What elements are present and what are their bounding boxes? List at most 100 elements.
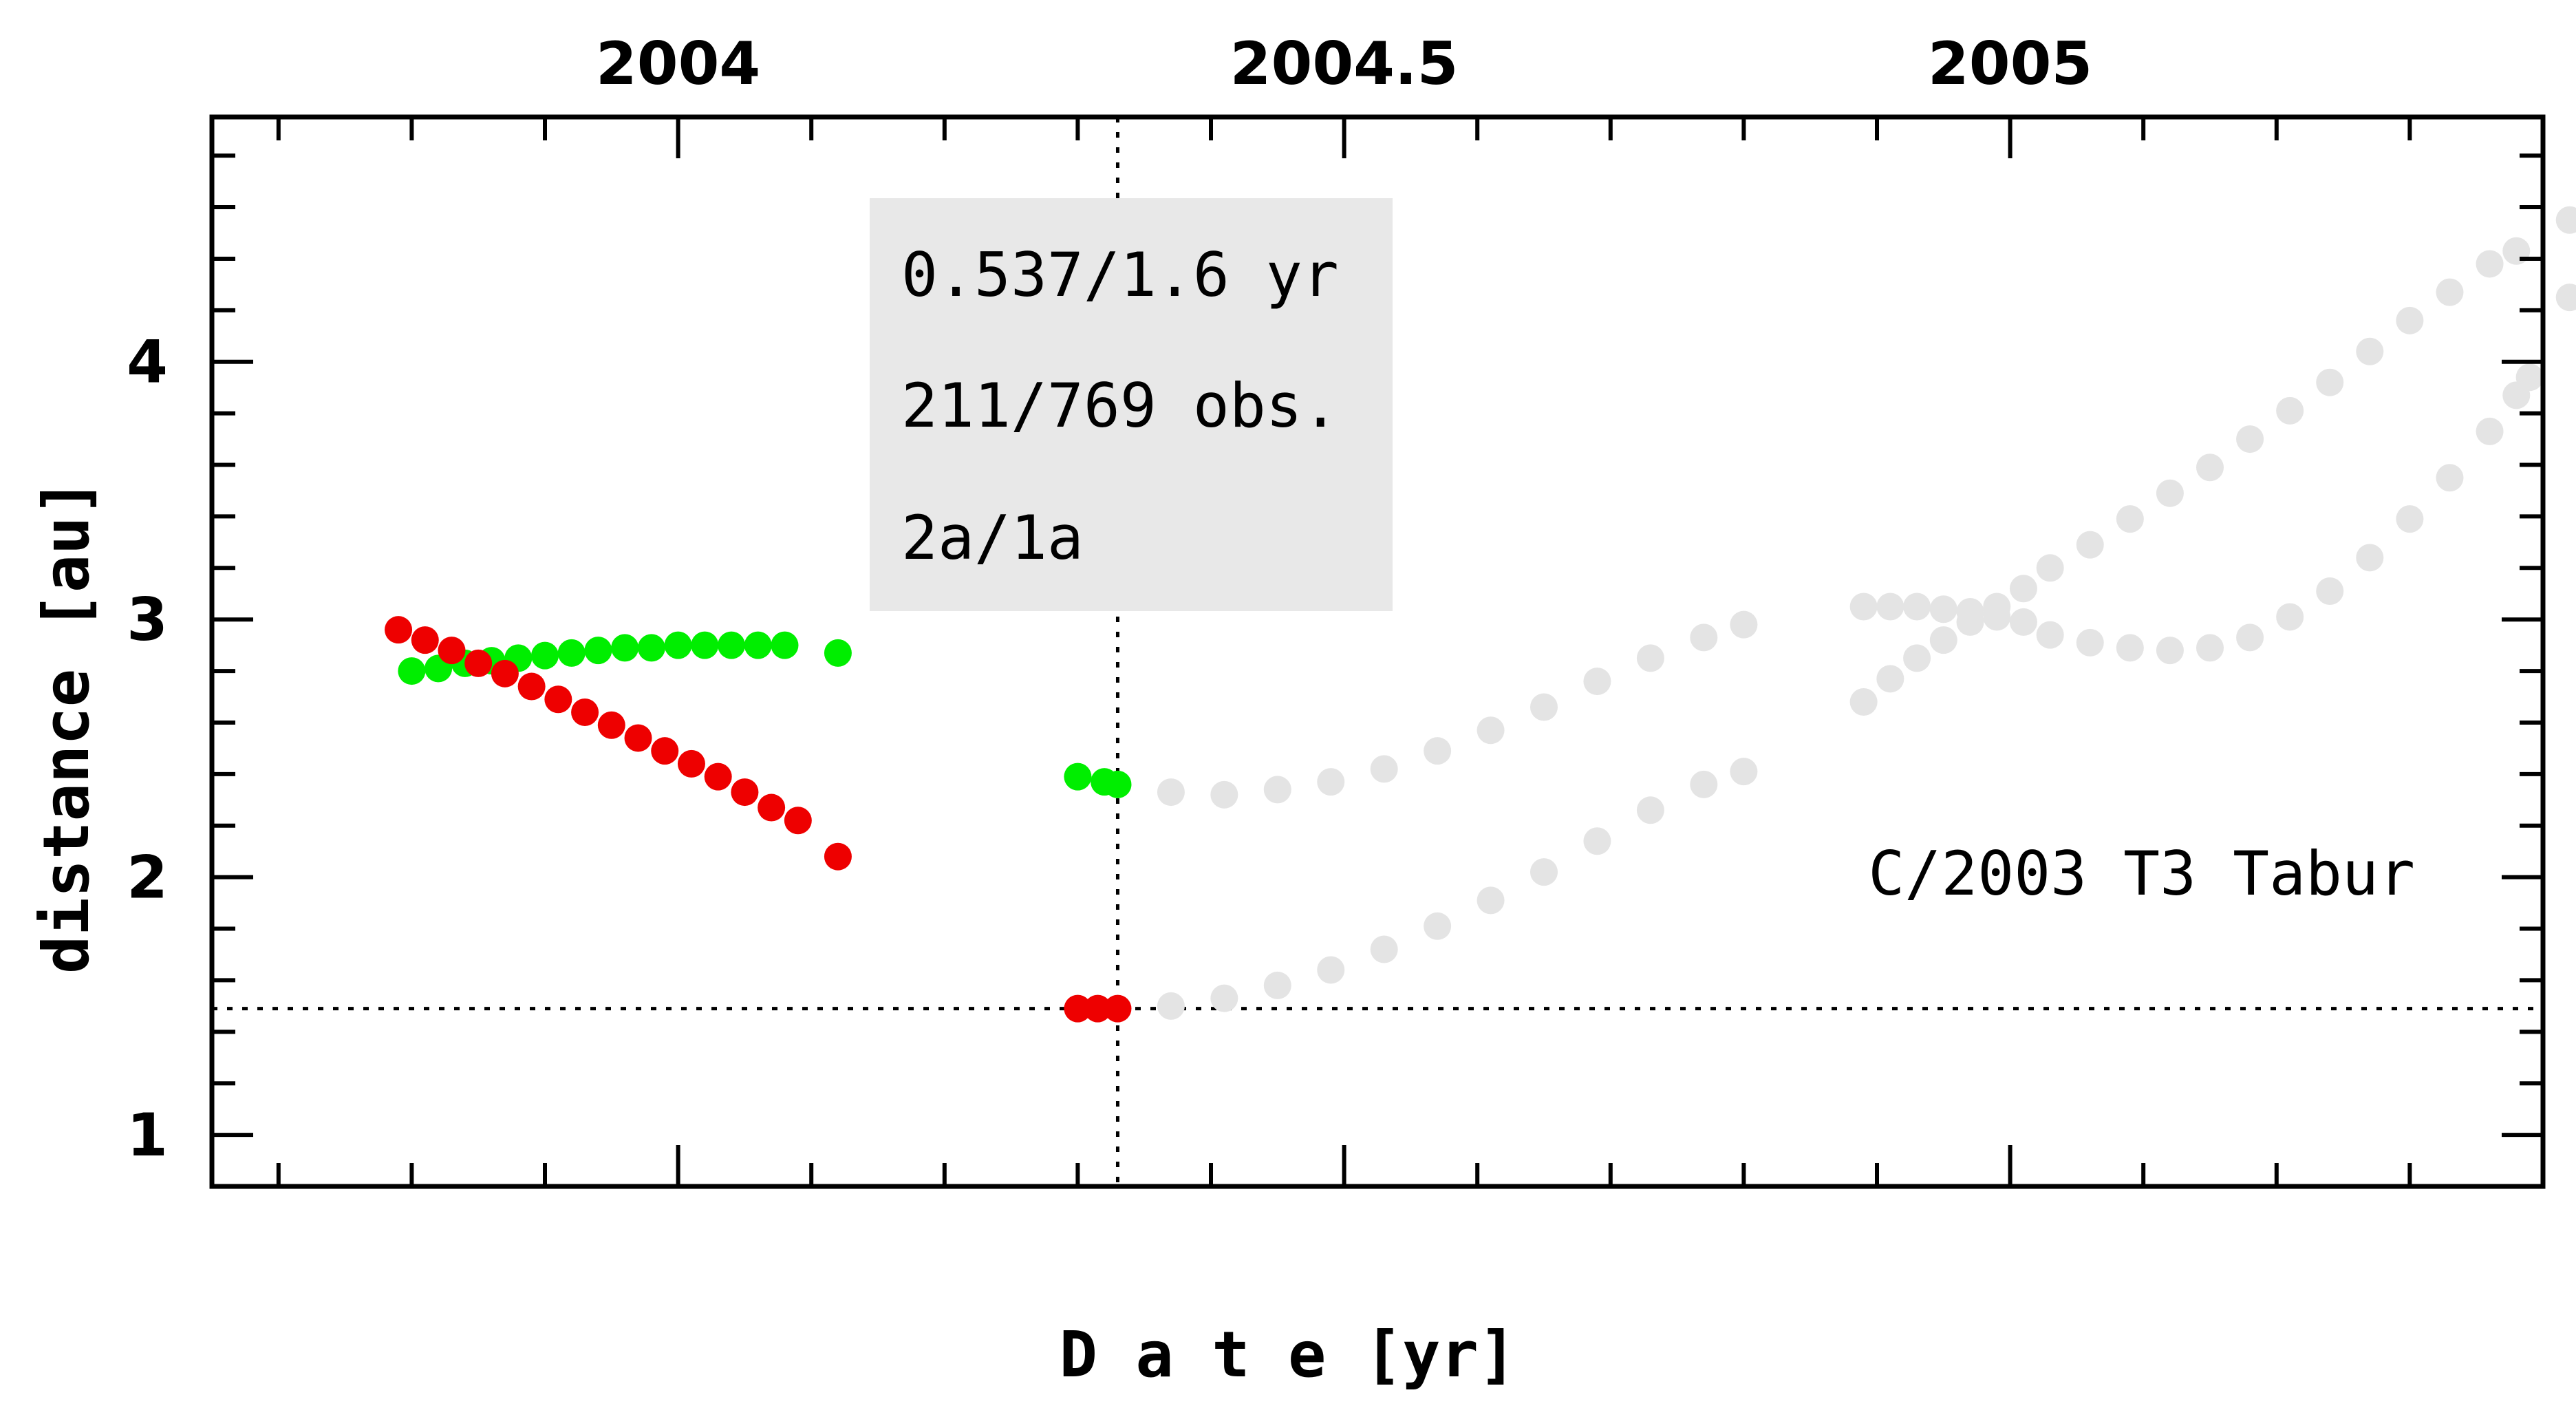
series-1-point-12 [704, 762, 732, 791]
series-2-point-37 [2009, 575, 2037, 603]
series-2-point-42 [2196, 454, 2224, 482]
series-2-point-26 [1903, 593, 1931, 621]
series-2-point-34 [1929, 626, 1957, 654]
series-1-point-10 [651, 737, 679, 765]
axis-ticks [212, 117, 2545, 1186]
series-1-point-13 [731, 778, 759, 807]
series-2-point-1 [1210, 780, 1238, 809]
series-2-point-56 [2236, 623, 2264, 652]
series-2-point-32 [1876, 665, 1904, 693]
series-2-point-60 [2396, 505, 2424, 533]
series-2-point-5 [1424, 737, 1452, 765]
series-2-point-62 [2476, 417, 2504, 445]
annotation-line-1: 0.537/1.6 yr [901, 239, 1339, 310]
series-0-point-15 [824, 639, 852, 667]
series-2-point-21 [1636, 796, 1664, 824]
plot-area: 0.537/1.6 yr 211/769 obs. 2a/1a C/2003 T… [209, 114, 2576, 1189]
series-2-point-49 [2476, 250, 2504, 278]
series-2-point-4 [1370, 755, 1398, 783]
series-2-point-7 [1530, 693, 1558, 721]
series-0-point-10 [664, 631, 692, 659]
series-1-point-1 [411, 626, 439, 654]
y-tick-label-3: 4 [127, 328, 168, 397]
series-2-point-55 [2196, 634, 2224, 662]
series-2-point-38 [2036, 554, 2064, 582]
series-2-point-47 [2396, 306, 2424, 334]
series-2-point-14 [1263, 971, 1291, 999]
series-1-point-17 [1064, 994, 1092, 1023]
series-2-point-58 [2316, 577, 2344, 606]
series-2-point-53 [2116, 634, 2144, 662]
series-1-point-6 [544, 685, 572, 714]
series-2-point-13 [1210, 984, 1238, 1012]
series-0-point-8 [611, 634, 639, 662]
series-1-point-9 [624, 724, 652, 752]
tick-labels: 2004 2004.5 2005 1 2 3 4 [127, 30, 2092, 1170]
series-0-point-18 [1104, 770, 1132, 798]
series-0-point-12 [718, 631, 746, 659]
series-1-point-14 [758, 793, 786, 822]
annotation-line-3: 2a/1a [901, 502, 1084, 573]
series-2-point-23 [1730, 758, 1758, 786]
series-1-point-19 [1104, 994, 1132, 1023]
x-tick-label-2: 2005 [1928, 30, 2092, 98]
series-2-point-19 [1530, 858, 1558, 886]
series-2-point-64 [2515, 363, 2544, 392]
series-2-point-36 [1983, 593, 2011, 621]
series-1-point-8 [597, 711, 625, 739]
series-2-point-16 [1370, 935, 1398, 963]
series-2-point-35 [1956, 608, 1984, 636]
series-1-point-15 [784, 807, 812, 835]
series-2-point-12 [1157, 992, 1185, 1020]
series-2-point-15 [1317, 956, 1345, 984]
series-0-point-14 [771, 631, 799, 659]
series-2-point-54 [2156, 637, 2184, 665]
series-1-point-4 [491, 659, 519, 687]
series-2-point-61 [2436, 464, 2464, 492]
y-tick-label-0: 1 [127, 1101, 168, 1170]
series-2-point-52 [2076, 628, 2104, 657]
series-2-point-3 [1317, 768, 1345, 796]
series-0-point-7 [584, 637, 612, 665]
series-2-point-45 [2316, 368, 2344, 396]
series-2-point-9 [1636, 644, 1664, 672]
series-2-point-40 [2116, 505, 2144, 533]
x-tick-label-1: 2004.5 [1230, 30, 1459, 98]
series-1-point-5 [517, 672, 546, 701]
series-1-point-2 [438, 637, 466, 665]
series-1-point-7 [571, 698, 599, 726]
series-2-point-39 [2076, 531, 2104, 559]
series-2-point-41 [2156, 479, 2184, 507]
series-2-point-25 [1876, 593, 1904, 621]
series-0-point-0 [398, 657, 426, 685]
series-0-point-5 [531, 641, 559, 670]
series-2-point-43 [2236, 425, 2264, 454]
annotation-box [870, 198, 1393, 611]
series-2-point-11 [1730, 610, 1758, 639]
object-label: C/2003 T3 Tabur [1868, 838, 2415, 909]
series-1-point-18 [1084, 994, 1112, 1023]
series-0-point-11 [691, 631, 719, 659]
series-0-point-13 [744, 631, 772, 659]
y-axis-label: distance [au] [30, 478, 103, 974]
series-2-point-30 [2009, 608, 2037, 636]
series-2-point-0 [1157, 778, 1185, 807]
series-2-point-65 [2555, 206, 2576, 234]
series-2-point-18 [1477, 886, 1505, 915]
series-2-point-51 [2036, 621, 2064, 649]
series-2-point-44 [2276, 396, 2304, 425]
series-2-point-22 [1690, 770, 1718, 798]
series-1-point-16 [824, 842, 852, 871]
y-tick-label-2: 3 [127, 586, 168, 654]
series-2-point-59 [2356, 544, 2384, 572]
series-2-point-67 [2555, 284, 2576, 312]
series-2-point-24 [1849, 593, 1878, 621]
series-1-point-3 [464, 649, 493, 677]
series-2-point-48 [2436, 278, 2464, 306]
series-1-point-0 [385, 616, 413, 644]
series-2-point-27 [1929, 595, 1957, 623]
series-2-point-10 [1690, 623, 1718, 652]
series-2-point-46 [2356, 337, 2384, 365]
series-2-point-20 [1583, 827, 1611, 855]
